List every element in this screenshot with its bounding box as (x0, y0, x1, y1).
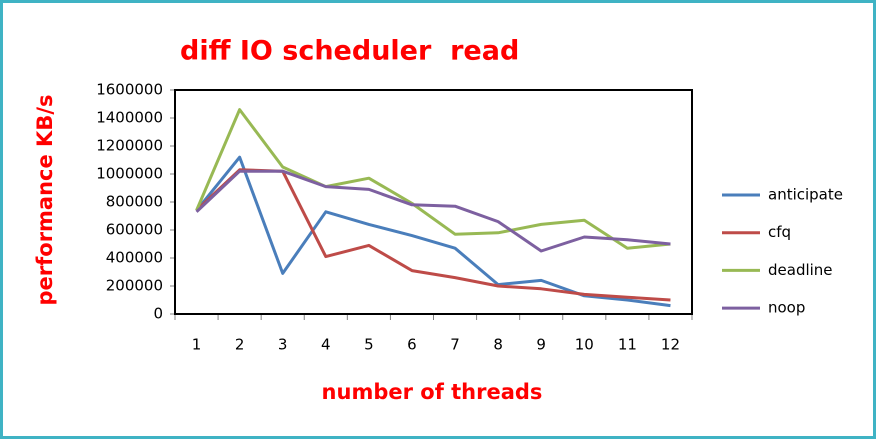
legend-label: deadline (768, 261, 833, 279)
x-tick-label: 6 (407, 336, 417, 354)
x-axis-title: number of threads (322, 380, 543, 404)
plot-area (174, 89, 693, 315)
y-tick-label: 1400000 (96, 109, 163, 127)
y-tick-label: 1600000 (96, 81, 163, 99)
y-tick-label: 200000 (106, 277, 163, 295)
y-axis-title: performance KB/s (33, 94, 57, 305)
x-tick-label: 9 (536, 336, 546, 354)
chart-title: diff IO scheduler read (180, 36, 519, 67)
x-tick-label: 11 (618, 336, 637, 354)
series-line (195, 108, 671, 250)
x-tick-label: 4 (321, 336, 331, 354)
legend-label: anticipate (768, 186, 843, 204)
x-tick-label: 12 (661, 336, 680, 354)
y-tick-label: 0 (153, 305, 163, 323)
x-tick-label: 10 (575, 336, 594, 354)
x-tick-label: 8 (493, 336, 503, 354)
series-line (195, 155, 671, 308)
x-tick-label: 7 (450, 336, 460, 354)
y-tick-label: 1000000 (96, 165, 163, 183)
x-tick-label: 5 (364, 336, 374, 354)
y-tick-label: 1200000 (96, 137, 163, 155)
y-tick-label: 800000 (106, 193, 163, 211)
legend-label: cfq (768, 223, 791, 241)
series-line (195, 169, 671, 253)
x-tick-label: 3 (278, 336, 288, 354)
y-tick-label: 400000 (106, 249, 163, 267)
x-tick-label: 1 (192, 336, 202, 354)
x-tick-label: 2 (235, 336, 245, 354)
legend-label: noop (768, 299, 805, 317)
y-tick-label: 600000 (106, 221, 163, 239)
